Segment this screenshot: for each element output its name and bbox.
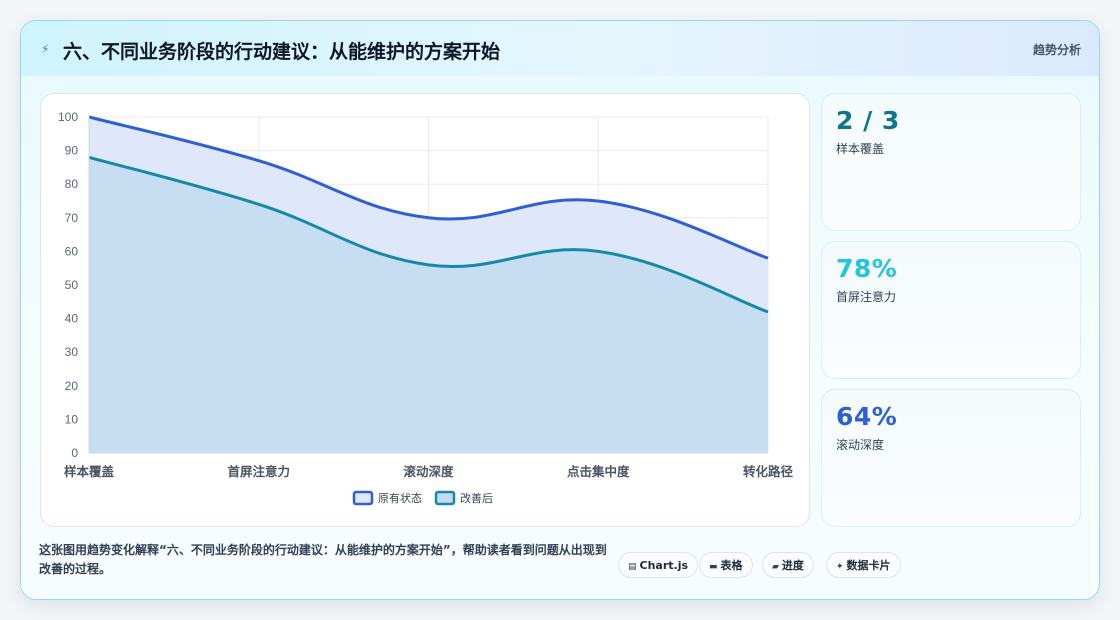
y-tick-label: 10: [65, 412, 79, 426]
data-card-chip[interactable]: ✦ 数据卡片: [826, 552, 901, 578]
y-tick-label: 40: [65, 312, 79, 326]
stat-label: 样本覆盖: [836, 142, 885, 156]
x-tick-label: 点击集中度: [567, 464, 630, 479]
card-header: ⚡ 六、不同业务阶段的行动建议：从能维护的方案开始 趋势分析: [21, 21, 1099, 76]
legend-swatch: [352, 490, 374, 506]
series-line-0: [88, 115, 769, 260]
y-tick-label: 90: [65, 144, 79, 158]
chip-label: 进度: [781, 559, 804, 572]
y-tick-label: 30: [65, 345, 79, 359]
chip-label: Chart.js: [639, 559, 689, 572]
x-tick-label: 首屏注意力: [227, 464, 290, 479]
report-card: ⚡ 六、不同业务阶段的行动建议：从能维护的方案开始 趋势分析 0 10 20 30 40…: [20, 20, 1100, 600]
series-area-1: [89, 157, 768, 453]
trend-analysis-tag: 趋势分析: [1032, 43, 1081, 57]
stat-card-scroll-depth: 64% 滚动深度: [821, 389, 1081, 527]
page-title: 六、不同业务阶段的行动建议：从能维护的方案开始: [63, 41, 501, 63]
legend-label: 原有状态: [378, 491, 422, 505]
y-tick-label: 60: [65, 244, 79, 258]
stat-value: 64%: [836, 402, 898, 431]
progress-chip[interactable]: ▰ 进度: [762, 552, 814, 578]
y-tick-label: 100: [58, 110, 78, 124]
stat-value: 78%: [836, 254, 898, 283]
chartjs-chip[interactable]: ▤ Chart.js: [618, 552, 699, 578]
sparkle-icon: ✦: [836, 562, 844, 572]
y-tick-label: 50: [65, 278, 79, 292]
y-tick-label: 20: [65, 379, 79, 393]
progress-icon: ▰: [772, 562, 779, 572]
area-chart: 0 10 20 30 40 50 60 70 80 90 100 样本覆盖 首屏注意力 滚动深度 点击集中度…: [58, 110, 794, 506]
y-tick-label: 0: [71, 446, 78, 460]
x-tick-label: 转化路径: [743, 464, 794, 479]
y-tick-label: 70: [65, 211, 79, 225]
table-icon: ▬: [709, 562, 718, 572]
x-tick-label: 滚动深度: [403, 464, 454, 479]
stat-card-sample-coverage: 2 / 3 样本覆盖: [821, 93, 1081, 231]
stat-value: 2 / 3: [836, 106, 900, 135]
chart-icon: ▤: [628, 562, 637, 572]
stat-label: 首屏注意力: [836, 290, 897, 304]
lightning-icon: ⚡: [41, 42, 50, 56]
legend-label: 改善后: [460, 491, 493, 505]
chip-label: 数据卡片: [846, 559, 891, 572]
x-tick-label: 样本覆盖: [64, 464, 115, 479]
stat-card-first-screen-attention: 78% 首屏注意力: [821, 241, 1081, 379]
legend-swatch: [434, 490, 456, 506]
chart-panel: 0 10 20 30 40 50 60 70 80 90 100 样本覆盖 首屏注意力 滚动深度 点击集中度…: [40, 93, 810, 527]
series-line-1: [88, 155, 769, 314]
y-tick-label: 80: [65, 177, 79, 191]
stat-label: 滚动深度: [836, 438, 885, 452]
chip-label: 表格: [720, 559, 743, 572]
chart-caption: 这张图用趋势变化解释“六、不同业务阶段的行动建议：从能维护的方案开始”，帮助读者…: [39, 543, 607, 576]
table-chip[interactable]: ▬ 表格: [699, 552, 753, 578]
